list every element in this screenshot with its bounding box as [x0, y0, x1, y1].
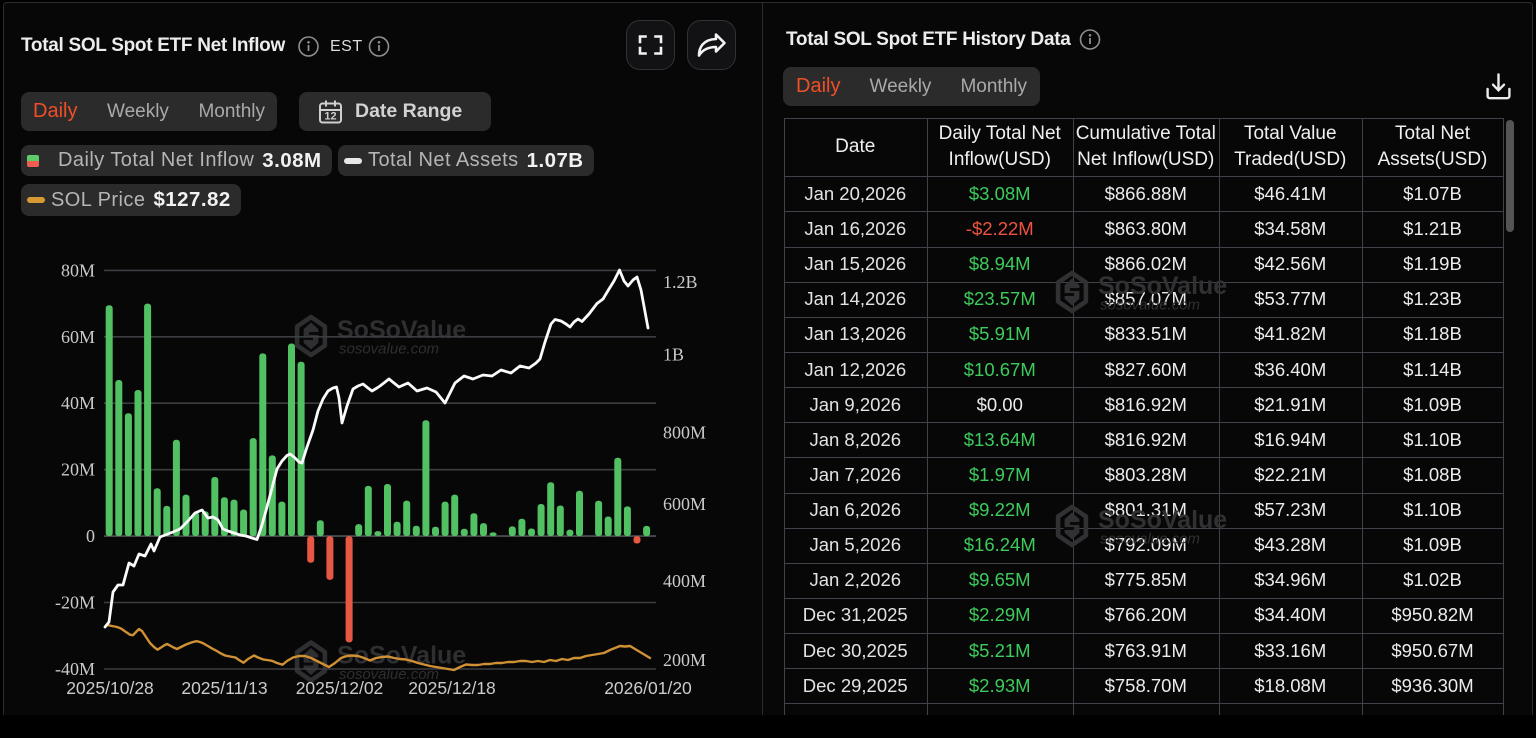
svg-text:80M: 80M [61, 260, 95, 280]
svg-text:2026/01/20: 2026/01/20 [604, 678, 692, 698]
svg-text:sosovalue.com: sosovalue.com [339, 341, 439, 358]
svg-text:600M: 600M [663, 494, 706, 514]
svg-text:SoSoValue: SoSoValue [337, 316, 466, 344]
svg-text:1.2B: 1.2B [663, 272, 698, 292]
svg-text:2025/12/18: 2025/12/18 [408, 678, 496, 698]
svg-text:2025/12/02: 2025/12/02 [296, 678, 384, 698]
svg-text:0: 0 [86, 526, 95, 546]
svg-text:-20M: -20M [55, 593, 95, 613]
svg-text:200M: 200M [663, 650, 706, 670]
svg-text:20M: 20M [61, 460, 95, 480]
svg-text:800M: 800M [663, 422, 706, 442]
svg-text:2025/10/28: 2025/10/28 [66, 678, 154, 698]
svg-text:-40M: -40M [55, 659, 95, 679]
svg-text:400M: 400M [663, 571, 706, 591]
svg-text:60M: 60M [61, 327, 95, 347]
svg-text:2025/11/13: 2025/11/13 [181, 678, 267, 698]
svg-text:1B: 1B [663, 345, 684, 365]
svg-text:40M: 40M [61, 393, 95, 413]
svg-text:sosovalue.com: sosovalue.com [339, 666, 439, 683]
